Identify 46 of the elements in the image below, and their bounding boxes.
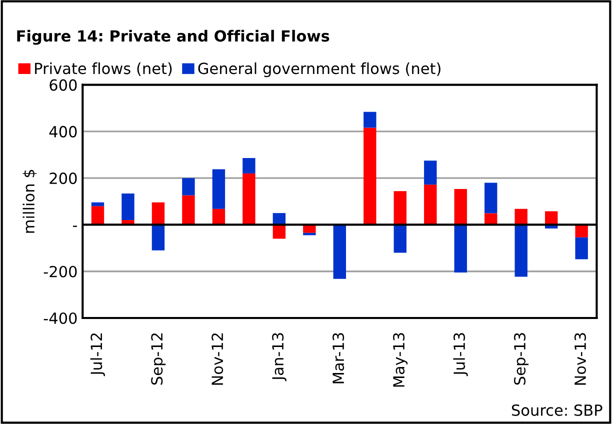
bar — [514, 208, 528, 225]
x-tick-label: Jul-12 — [90, 333, 106, 376]
x-tick-label: Jan-13 — [272, 333, 286, 382]
bar — [394, 224, 406, 253]
bar — [182, 195, 195, 225]
bar — [91, 206, 104, 225]
x-tick-label: Nov-13 — [574, 333, 586, 385]
x-tick-label: Jul-13 — [453, 333, 468, 376]
y-tick-label: -400 — [44, 312, 77, 324]
source-note: Source: SBP — [512, 404, 602, 416]
x-tick-label: May-13 — [393, 333, 408, 387]
bar — [454, 224, 467, 273]
bar — [484, 182, 498, 214]
bar — [242, 158, 256, 174]
y-axis-title: million $ — [22, 170, 37, 233]
x-tick-label: Sep-12 — [151, 333, 166, 385]
bar — [394, 191, 406, 225]
bar — [242, 173, 256, 225]
bar — [575, 224, 588, 238]
y-tick-label: -200 — [44, 266, 77, 278]
bar — [152, 202, 165, 225]
bar — [152, 224, 165, 250]
bar — [454, 189, 467, 225]
y-tick-label: 600 — [50, 79, 77, 91]
y-tick-label: 200 — [50, 172, 77, 184]
bar — [122, 193, 134, 220]
bar — [364, 112, 376, 128]
bar — [364, 128, 376, 225]
x-tick-label: Mar-13 — [332, 333, 344, 384]
bar — [182, 178, 195, 196]
bar — [514, 224, 528, 277]
legend-label: General government flows (net) — [198, 62, 440, 78]
chart-title: Figure 14: Private and Official Flows — [17, 30, 330, 45]
x-tick-label: Nov-12 — [212, 333, 224, 385]
bar — [333, 224, 346, 279]
bar — [424, 184, 437, 225]
y-tick-label: 400 — [49, 126, 77, 138]
bar — [544, 211, 558, 225]
legend-label: Private flows (net) — [35, 62, 172, 76]
bar — [91, 202, 104, 206]
bar — [212, 169, 226, 209]
bar — [424, 160, 437, 185]
bar — [212, 208, 226, 225]
bar — [575, 237, 588, 260]
x-tick-label: Sep-13 — [514, 333, 528, 385]
y-tick-label: - — [72, 226, 78, 227]
